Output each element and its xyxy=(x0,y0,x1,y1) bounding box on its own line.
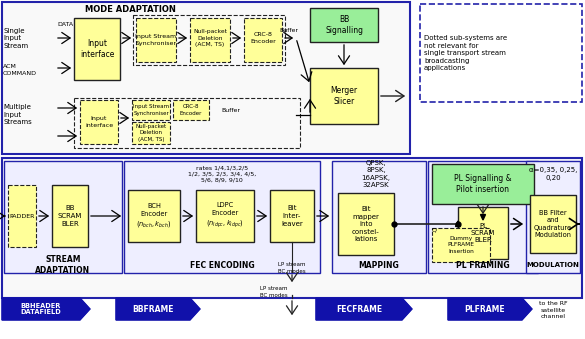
Bar xyxy=(4,161,122,273)
Text: Buffer: Buffer xyxy=(222,107,240,113)
Polygon shape xyxy=(2,298,90,320)
Text: rates 1/4,1/3,2/5
1/2, 3/5, 2/3, 3/4, 4/5,
5/6, 8/9, 9/10: rates 1/4,1/3,2/5 1/2, 3/5, 2/3, 3/4, 4/… xyxy=(188,165,256,183)
Bar xyxy=(2,2,410,154)
Bar xyxy=(526,161,580,273)
Text: BBFRAME: BBFRAME xyxy=(132,304,174,314)
Text: STREAM
ADAPTATION: STREAM ADAPTATION xyxy=(36,255,91,275)
Bar xyxy=(244,18,282,62)
Text: PADDER: PADDER xyxy=(9,214,35,219)
Polygon shape xyxy=(116,298,200,320)
Bar xyxy=(332,161,426,273)
Bar xyxy=(128,190,180,242)
Bar xyxy=(196,190,254,242)
Text: PL
SCRAM
BLER: PL SCRAM BLER xyxy=(471,222,495,243)
Text: MAPPING: MAPPING xyxy=(359,260,400,270)
Text: Q: Q xyxy=(432,227,437,233)
Bar xyxy=(8,185,36,247)
Text: Input Stream
Synchroniser: Input Stream Synchroniser xyxy=(133,104,169,116)
Text: Merger
Slicer: Merger Slicer xyxy=(331,86,357,106)
Text: PL FRAMING: PL FRAMING xyxy=(456,260,510,270)
Text: Null-packet
Deletion
(ACM, TS): Null-packet Deletion (ACM, TS) xyxy=(136,124,167,142)
Bar xyxy=(80,100,118,144)
Text: ACM
COMMAND: ACM COMMAND xyxy=(3,64,37,76)
Bar xyxy=(136,18,176,62)
Bar xyxy=(310,8,378,42)
Text: Null-packet
Deletion
(ACM, TS): Null-packet Deletion (ACM, TS) xyxy=(193,29,227,47)
Text: Dummy
PLFRAME
Insertion: Dummy PLFRAME Insertion xyxy=(448,236,474,254)
Bar xyxy=(270,190,314,242)
Text: BCH
Encoder
($n_{bch},k_{bch}$): BCH Encoder ($n_{bch},k_{bch}$) xyxy=(136,203,171,229)
Polygon shape xyxy=(316,298,412,320)
Text: Buffer: Buffer xyxy=(280,28,298,34)
Bar xyxy=(338,193,394,255)
Text: Bit
mapper
into
constel-
lations: Bit mapper into constel- lations xyxy=(352,206,380,242)
Bar xyxy=(420,4,582,102)
Bar xyxy=(310,68,378,124)
Text: LDPC
Encoder
($n_{ldpc},k_{ldpc}$): LDPC Encoder ($n_{ldpc},k_{ldpc}$) xyxy=(206,202,244,230)
Text: PL Signalling &
Pilot insertion: PL Signalling & Pilot insertion xyxy=(454,174,512,194)
Text: Single
Input
Stream: Single Input Stream xyxy=(3,27,28,48)
Bar xyxy=(428,161,538,273)
Bar xyxy=(432,228,490,262)
Text: MODE ADAPTATION: MODE ADAPTATION xyxy=(85,4,176,14)
Text: DATA: DATA xyxy=(57,22,73,27)
Text: Multiple
Input
Streams: Multiple Input Streams xyxy=(3,104,32,125)
Text: Input
interface: Input interface xyxy=(85,116,113,127)
Bar xyxy=(530,195,576,253)
Bar xyxy=(132,100,170,120)
Text: LP stream
BC modes: LP stream BC modes xyxy=(278,262,306,274)
Text: α=0,35, 0,25,
0,20: α=0,35, 0,25, 0,20 xyxy=(529,167,577,181)
Text: Input Stream
Synchroniser: Input Stream Synchroniser xyxy=(136,34,177,46)
Text: BB
SCRAM
BLER: BB SCRAM BLER xyxy=(58,205,82,226)
Text: CRC-8
Encoder: CRC-8 Encoder xyxy=(180,104,202,116)
Bar xyxy=(2,158,582,298)
Polygon shape xyxy=(448,298,532,320)
Text: BB
Signalling: BB Signalling xyxy=(325,15,363,35)
Text: PLFRAME: PLFRAME xyxy=(464,304,505,314)
Bar xyxy=(190,18,230,62)
Polygon shape xyxy=(480,215,486,220)
Text: FEC ENCODING: FEC ENCODING xyxy=(190,260,254,270)
Text: CRC-8
Encoder: CRC-8 Encoder xyxy=(250,33,276,44)
Bar xyxy=(74,18,120,80)
Text: BB Filter
and
Quadrature
Modulation: BB Filter and Quadrature Modulation xyxy=(534,210,572,238)
Text: FECFRAME: FECFRAME xyxy=(336,304,382,314)
Bar xyxy=(132,122,170,144)
Bar xyxy=(458,207,508,259)
Bar xyxy=(124,161,320,273)
Text: LP stream
BC modes: LP stream BC modes xyxy=(260,286,288,298)
Bar xyxy=(133,15,285,65)
Bar xyxy=(173,100,209,120)
Polygon shape xyxy=(456,221,460,226)
Text: QPSK,
8PSK,
16APSK,
32APSK: QPSK, 8PSK, 16APSK, 32APSK xyxy=(362,160,391,188)
Text: Bit
Inter-
leaver: Bit Inter- leaver xyxy=(281,205,303,226)
Text: MODULATION: MODULATION xyxy=(526,262,579,268)
Text: BBHEADER
DATAFIELD: BBHEADER DATAFIELD xyxy=(20,302,61,316)
Text: Input
interface: Input interface xyxy=(80,39,114,59)
Bar xyxy=(52,185,88,247)
Text: to the RF
satellite
channel: to the RF satellite channel xyxy=(539,301,567,319)
Bar xyxy=(432,164,534,204)
Bar xyxy=(74,98,300,148)
Text: Dotted sub-systems are
not relevant for
single transport stream
broadcasting
app: Dotted sub-systems are not relevant for … xyxy=(424,35,507,71)
